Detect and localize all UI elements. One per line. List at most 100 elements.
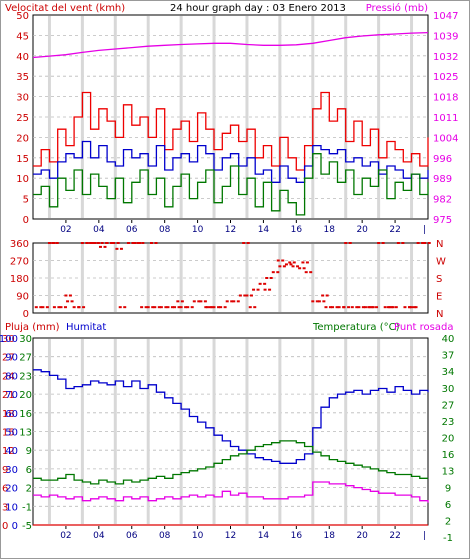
rain-tick-label: 15 <box>2 428 15 439</box>
direction-point <box>315 300 319 303</box>
hour-bar <box>311 244 315 312</box>
rain-tick-label: 9 <box>2 465 8 476</box>
direction-tick-label: 270 <box>10 257 29 268</box>
direction-point <box>249 294 253 297</box>
direction-point <box>408 306 412 309</box>
direction-point <box>265 277 269 279</box>
humidity-tick-label: 90 <box>5 353 18 364</box>
wind-tick-label: 15 <box>16 154 29 165</box>
direction-point <box>192 300 196 303</box>
wind-left-ticks: 0 5 10 15 20 25 30 35 40 45 50 <box>16 11 29 226</box>
direction-point <box>263 282 267 285</box>
direction-point <box>153 306 157 309</box>
x-tick-label: 08 <box>159 531 171 541</box>
temperature-right-tick-label: 34 <box>442 367 455 378</box>
direction-point <box>427 242 431 244</box>
x-tick-label: 10 <box>192 225 204 235</box>
wind-tick-label: 20 <box>16 133 29 144</box>
pressure-axis-label: Pressió (mb) <box>366 2 428 14</box>
compass-tick-label: N <box>436 309 443 320</box>
direction-point <box>245 294 249 297</box>
direction-point <box>103 245 107 248</box>
temperature-left-ticks: -5 -1 2 6 9 13 16 20 23 27 30 <box>19 334 32 532</box>
direction-point <box>282 265 286 268</box>
direction-point <box>387 306 390 309</box>
direction-point <box>123 306 127 309</box>
temperature-right-tick-label: 40 <box>442 334 455 345</box>
direction-point <box>291 265 295 268</box>
rain-tick-label: 12 <box>2 446 15 457</box>
direction-point <box>93 242 97 244</box>
direction-point <box>140 306 144 309</box>
wind-tick-label: 0 <box>23 215 29 226</box>
temperature-right-tick-label: 13 <box>442 467 455 478</box>
wind-tick-label: 45 <box>16 31 29 42</box>
direction-point <box>68 294 72 297</box>
direction-point <box>118 306 122 309</box>
direction-tick-label: 360 <box>10 239 29 250</box>
direction-point <box>199 300 203 303</box>
direction-point <box>177 306 181 309</box>
direction-point <box>180 300 184 303</box>
direction-point <box>317 300 321 303</box>
direction-point <box>401 242 405 244</box>
direction-point <box>298 267 302 270</box>
pressure-tick-label: 1011 <box>433 113 458 124</box>
direction-point <box>335 306 339 309</box>
climate-series-line <box>33 369 429 464</box>
pressure-tick-label: 1039 <box>433 31 458 42</box>
x-tick-label: 20 <box>356 531 368 541</box>
direction-point <box>119 247 123 250</box>
temperature-tick-label: 27 <box>19 353 32 364</box>
direction-point <box>296 265 300 268</box>
wind-tick-label: 25 <box>16 113 29 124</box>
direction-point <box>186 306 190 309</box>
temperature-right-tick-label: 37 <box>442 351 455 362</box>
humidity-tick-label: 80 <box>5 371 18 382</box>
chart-title: 24 hour graph day : 03 Enero 2013 <box>170 3 346 14</box>
direction-point <box>302 267 306 270</box>
hour-bar <box>245 244 249 312</box>
direction-point <box>225 300 229 303</box>
pressure-tick-label: 1025 <box>433 72 458 83</box>
direction-point <box>412 306 416 309</box>
temperature-right-tick-label: 6 <box>445 500 451 511</box>
direction-point <box>324 306 328 309</box>
direction-point <box>77 306 81 309</box>
wind-x-ticks: 02 04 06 08 10 12 14 16 18 20 22 | <box>60 220 426 235</box>
hour-bar <box>377 339 381 524</box>
hour-bar <box>146 244 150 312</box>
direction-point <box>394 306 398 309</box>
direction-point <box>236 300 240 303</box>
x-tick-label: 06 <box>126 225 138 235</box>
rain-tick-label: 6 <box>2 484 8 495</box>
hour-bar <box>113 244 117 312</box>
humidity-tick-label: 20 <box>5 484 18 495</box>
climate-panel: Pluja (mm) Humitat Temperatura (°C) Punt… <box>0 322 454 544</box>
direction-point <box>292 261 296 264</box>
temperature-right-tick-label: 9 <box>445 483 451 494</box>
compass-tick-label: S <box>436 274 442 285</box>
direction-point <box>223 306 227 309</box>
direction-point <box>377 242 381 244</box>
direction-point <box>141 242 145 244</box>
temperature-tick-label: 9 <box>26 446 32 457</box>
pressure-tick-label: 1004 <box>433 133 458 144</box>
direction-point <box>344 242 348 244</box>
direction-point <box>39 306 43 309</box>
direction-point <box>268 288 272 291</box>
direction-point <box>166 306 170 309</box>
direction-point <box>190 306 194 309</box>
direction-point <box>47 242 51 244</box>
wind-tick-label: 10 <box>16 174 29 185</box>
hour-bar <box>179 339 183 524</box>
x-tick-label: 14 <box>258 225 270 235</box>
direction-point <box>322 300 326 303</box>
direction-point <box>184 306 188 309</box>
climate-series-line <box>33 481 429 503</box>
direction-point <box>34 306 38 309</box>
direction-point <box>176 300 180 303</box>
temperature-axis-label: Temperatura (°C) <box>312 322 400 333</box>
direction-point <box>328 306 332 309</box>
temperature-tick-label: -1 <box>22 502 32 513</box>
